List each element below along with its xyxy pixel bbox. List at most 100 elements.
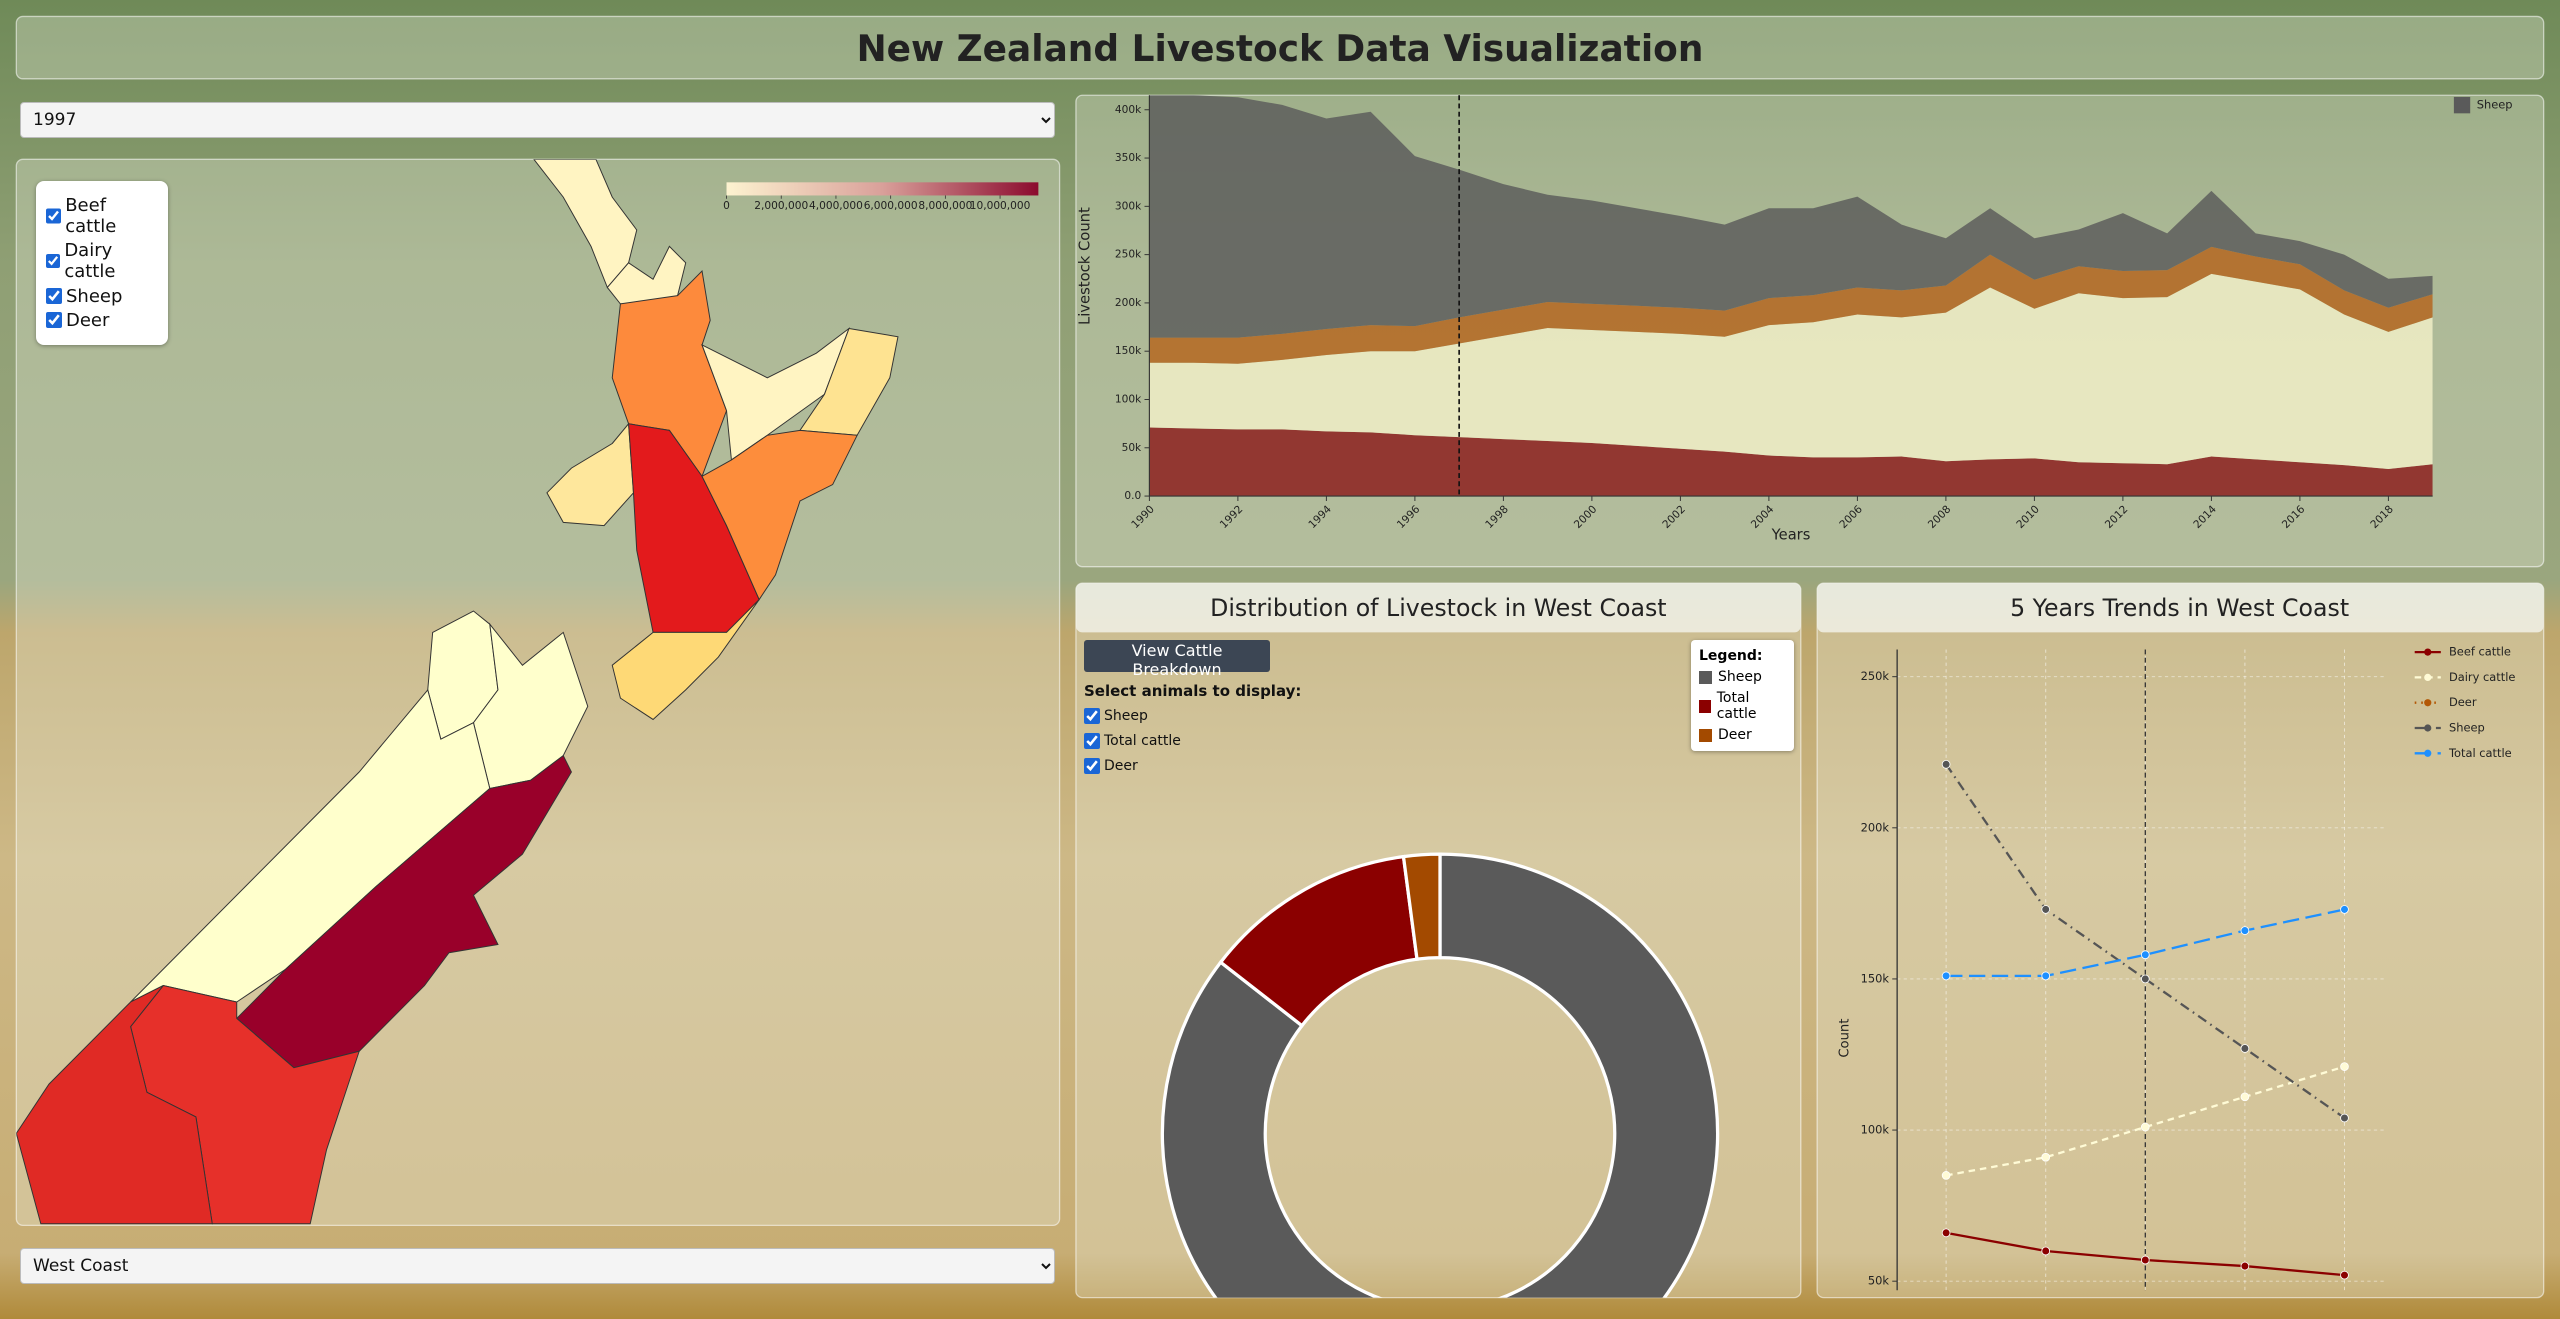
region[interactable] [16,985,213,1225]
point [2240,926,2250,935]
area [1149,95,2433,338]
map [16,159,899,1225]
legend-label: Dairy cattle [2449,670,2515,684]
area [1149,427,2433,497]
legend-swatch [1699,728,1712,742]
legend-label: Total cattle [2448,746,2512,760]
colorbar-tick-label: 10,000,000 [970,199,1031,212]
point [1941,1228,1951,1238]
region[interactable] [611,599,760,721]
animal-option[interactable]: Deer [1084,758,1138,774]
donut [1160,852,1720,1298]
checkbox[interactable] [1084,733,1100,749]
layer-box: Beef cattle Dairy cattle Sheep Deer [36,181,168,345]
layer-option[interactable]: Sheep [46,286,158,307]
colorbar-tick-label: 0 [723,199,730,212]
legend-marker [2424,648,2432,656]
checkbox[interactable] [1084,708,1100,724]
point [2340,1270,2349,1280]
point [2041,1246,2051,1256]
point [1941,1171,1951,1180]
colorbar-tick-label: 4,000,000 [809,199,863,212]
point [2340,905,2349,914]
point [2041,971,2051,981]
legend-swatch [1699,699,1711,713]
point [2340,1062,2349,1071]
line-header [1817,583,2544,633]
point [2140,1255,2150,1265]
donut-title: Distribution of Livestock in West Coast [1210,594,1666,622]
layer-option[interactable]: Dairy cattle [46,240,158,282]
breakdown-button[interactable]: View Cattle Breakdown [1084,640,1270,679]
y-tick-label: 0.0 [1124,489,1141,502]
donut-slice [1401,852,1442,962]
region-select[interactable]: West Coast [20,1248,1055,1284]
line-title: 5 Years Trends in West Coast [2010,594,2349,622]
y-tick-label: 100k [1861,1123,1890,1137]
label: Deer [1104,758,1138,774]
legend-title: Legend: [1699,648,1763,664]
point [2340,1113,2349,1123]
animal-option[interactable]: Sheep [1084,708,1148,724]
checkbox[interactable] [46,312,62,329]
y-tick-label: 400k [1115,103,1142,116]
point [1941,971,1951,981]
line-panel [1816,582,2545,1299]
region[interactable] [236,754,572,1069]
area-plot [1149,95,2433,497]
colorbar-tick-label: 6,000,000 [864,199,918,212]
layer-option[interactable]: Deer [46,310,158,331]
year-select[interactable]: 1997 [20,102,1055,138]
legend-label: Beef cattle [2449,645,2511,659]
point [2240,1044,2250,1053]
y-tick-label: 100k [1115,392,1142,405]
legend-marker [2424,749,2432,757]
label: Sheep [1104,708,1148,724]
y-tick-label: 50k [1122,441,1142,454]
point [2240,1261,2250,1271]
region[interactable] [130,688,491,1003]
region[interactable] [701,429,858,601]
layer-option[interactable]: Beef cattle [46,195,158,237]
legend-item: Total cattle [1699,690,1786,722]
y-tick-label: 250k [1861,669,1890,683]
legend-label: Deer [1718,727,1752,743]
area [1149,246,2433,364]
header-panel [15,15,2545,80]
legend-swatch [1699,670,1712,684]
y-tick-label: 150k [1115,344,1142,357]
point [2041,1152,2051,1162]
label: Beef cattle [65,195,117,237]
point [2140,950,2150,960]
legend-label: Sheep [2449,720,2485,734]
y-axis-label: Livestock Count [1077,207,1094,325]
point [2240,1092,2250,1102]
checkbox[interactable] [46,208,62,224]
legend-marker [2424,673,2432,682]
label: Deer [66,309,110,331]
point [1941,759,1951,769]
checkbox[interactable] [46,288,62,305]
label: Sheep [66,285,123,307]
page-title: New Zealand Livestock Data Visualization [857,29,1704,70]
animal-select-label: Select animals to display: [1084,682,1302,700]
y-tick-label: 200k [1115,296,1142,309]
checkbox[interactable] [46,253,61,270]
donut-slice [1160,852,1720,1298]
point [2041,905,2051,914]
donut-legend: Legend: Sheep Total cattle Deer [1691,640,1794,751]
colorbar-tick-label: 8,000,000 [918,199,972,212]
legend-marker [2424,699,2432,707]
legend-item: Deer [1699,727,1786,743]
animal-option[interactable]: Total cattle [1084,733,1181,749]
color-bar [726,182,1039,196]
checkbox[interactable] [1084,758,1100,774]
donut-header [1075,583,1801,633]
legend-label: Deer [2449,695,2477,709]
legend-swatch [2453,96,2471,114]
legend-label: Sheep [1718,669,1762,685]
label: Dairy cattle [64,240,116,283]
legend-label: Total cattle [1716,690,1757,722]
